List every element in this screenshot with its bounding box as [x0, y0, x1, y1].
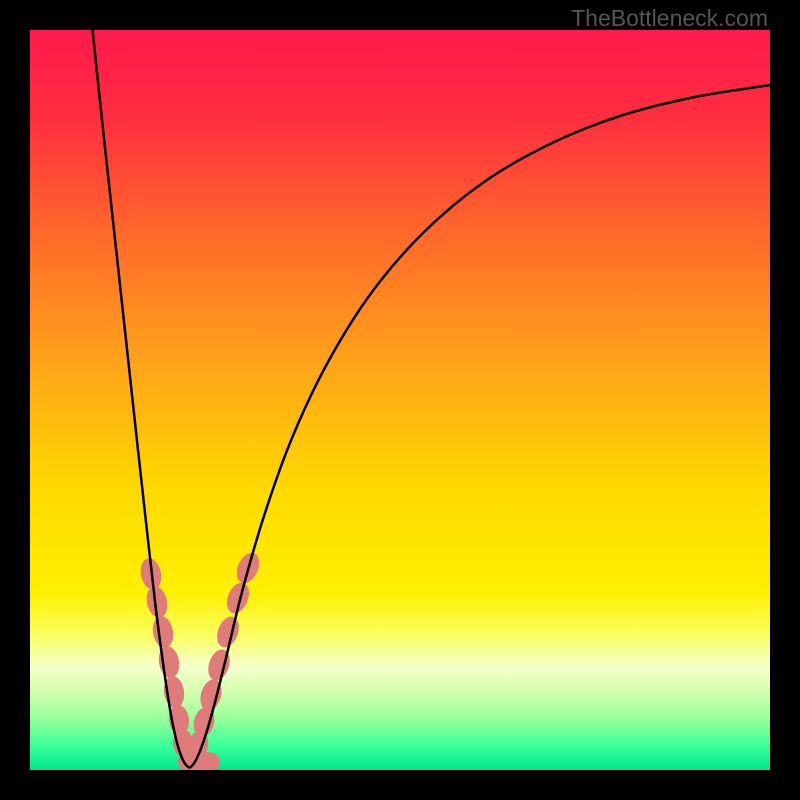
chart-canvas: TheBottleneck.com: [0, 0, 800, 800]
marker-dot: [205, 647, 234, 684]
curve-layer: [30, 30, 770, 770]
plot-area: [30, 30, 770, 770]
right-curve: [190, 85, 770, 768]
marker-dot: [150, 615, 175, 650]
watermark-text: TheBottleneck.com: [571, 5, 768, 32]
